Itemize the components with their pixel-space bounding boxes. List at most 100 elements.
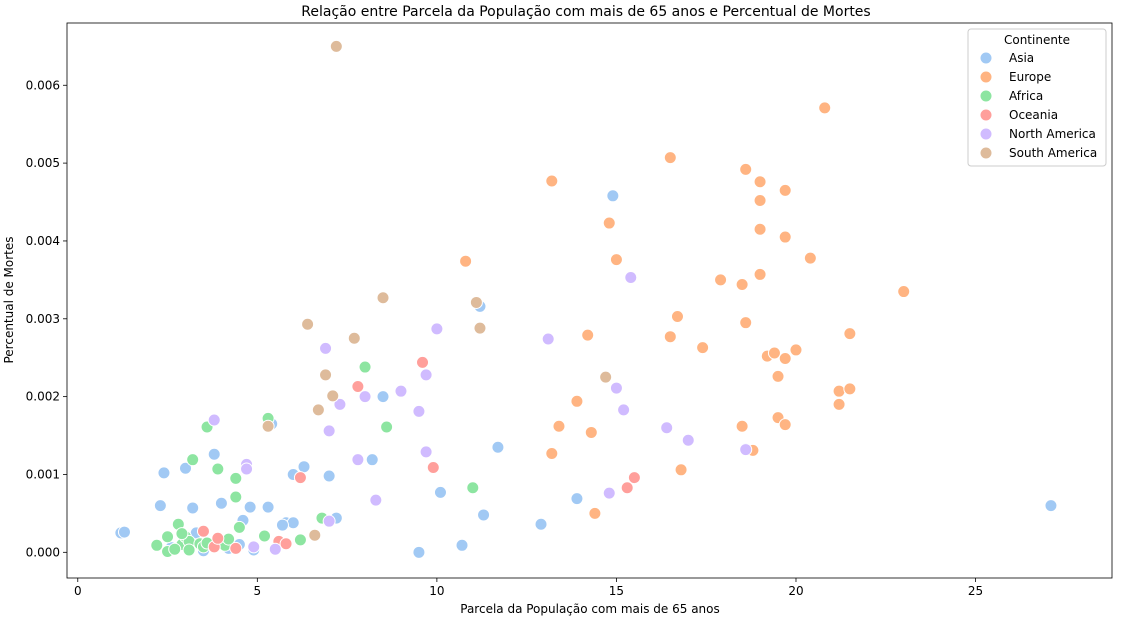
data-point: [670, 309, 684, 323]
data-point: [602, 216, 616, 230]
data-point: [301, 317, 315, 331]
data-point: [153, 499, 167, 513]
y-tick-label: 0.003: [26, 312, 60, 326]
data-point: [1044, 499, 1058, 513]
data-point: [599, 370, 613, 384]
legend-item: Asia: [979, 51, 1034, 65]
data-point: [412, 545, 426, 559]
series-africa: [150, 360, 480, 559]
data-point: [753, 267, 767, 281]
y-axis: 0.000 0.001 0.002 0.003 0.004 0.005 0.006: [26, 78, 67, 559]
data-point: [211, 531, 225, 545]
data-point: [394, 384, 408, 398]
data-point: [297, 460, 311, 474]
data-point: [326, 389, 340, 403]
data-point: [275, 518, 289, 532]
data-point: [588, 506, 602, 520]
data-point: [753, 222, 767, 236]
data-point: [581, 328, 595, 342]
data-point: [617, 403, 631, 417]
data-point: [319, 341, 333, 355]
data-point: [832, 384, 846, 398]
data-point: [739, 316, 753, 330]
data-point: [322, 424, 336, 438]
data-point: [293, 533, 307, 547]
data-point: [624, 271, 638, 285]
data-point: [897, 285, 911, 299]
data-point: [674, 463, 688, 477]
data-point: [168, 542, 182, 556]
legend-item: South America: [979, 146, 1097, 160]
data-point: [620, 481, 634, 495]
data-point: [232, 520, 246, 534]
data-point: [663, 330, 677, 344]
data-point: [469, 295, 483, 309]
data-point: [609, 253, 623, 267]
data-point: [179, 461, 193, 475]
data-point: [430, 322, 444, 336]
y-tick-label: 0.000: [26, 545, 60, 559]
series-asia: [114, 189, 1058, 559]
data-point: [258, 529, 272, 543]
data-point: [778, 351, 792, 365]
data-point: [286, 516, 300, 530]
y-tick-label: 0.005: [26, 156, 60, 170]
data-point: [117, 525, 131, 539]
legend-label: Europe: [1009, 70, 1051, 84]
data-point: [214, 496, 228, 510]
data-point: [376, 390, 390, 404]
x-tick-label: 25: [968, 584, 983, 598]
legend-marker: [979, 70, 993, 84]
data-point: [767, 346, 781, 360]
data-point: [570, 492, 584, 506]
data-point: [229, 471, 243, 485]
x-axis: 0 5 10 15 20 25: [74, 578, 983, 598]
data-point: [602, 486, 616, 500]
data-point: [570, 394, 584, 408]
data-point: [207, 413, 221, 427]
data-point: [308, 528, 322, 542]
legend-item: Africa: [979, 89, 1043, 103]
data-point: [466, 481, 480, 495]
data-point: [426, 460, 440, 474]
data-point: [545, 174, 559, 188]
data-point: [739, 443, 753, 457]
legend: Continente Asia Europe Africa Oceania North A…: [967, 28, 1107, 167]
data-point: [477, 508, 491, 522]
legend-box: [967, 28, 1107, 167]
legend-item: Europe: [979, 70, 1051, 84]
data-point: [552, 419, 566, 433]
data-point: [545, 446, 559, 460]
data-point: [293, 471, 307, 485]
x-tick-label: 15: [609, 584, 624, 598]
data-point: [663, 151, 677, 165]
data-point: [412, 404, 426, 418]
legend-marker: [979, 108, 993, 122]
x-tick-label: 0: [74, 584, 82, 598]
data-point: [369, 493, 383, 507]
data-point: [541, 332, 555, 346]
data-point: [351, 453, 365, 467]
data-point: [789, 343, 803, 357]
data-point: [433, 485, 447, 499]
data-point: [358, 390, 372, 404]
data-point: [358, 360, 372, 374]
plot-area-frame: [66, 22, 1113, 579]
chart-title: Relação entre Parcela da População com m…: [301, 4, 870, 20]
data-point: [157, 466, 171, 480]
x-axis-label: Parcela da População com mais de 65 anos: [460, 602, 720, 616]
legend-marker: [979, 51, 993, 65]
data-point: [161, 530, 175, 544]
data-point: [843, 382, 857, 396]
legend-label: Africa: [1009, 89, 1043, 103]
data-point: [753, 193, 767, 207]
data-point: [803, 251, 817, 265]
data-point: [243, 500, 257, 514]
series-europe: [459, 101, 911, 520]
data-point: [609, 381, 623, 395]
data-point: [416, 355, 430, 369]
data-point: [459, 254, 473, 268]
data-point: [150, 538, 164, 552]
data-point: [333, 397, 347, 411]
